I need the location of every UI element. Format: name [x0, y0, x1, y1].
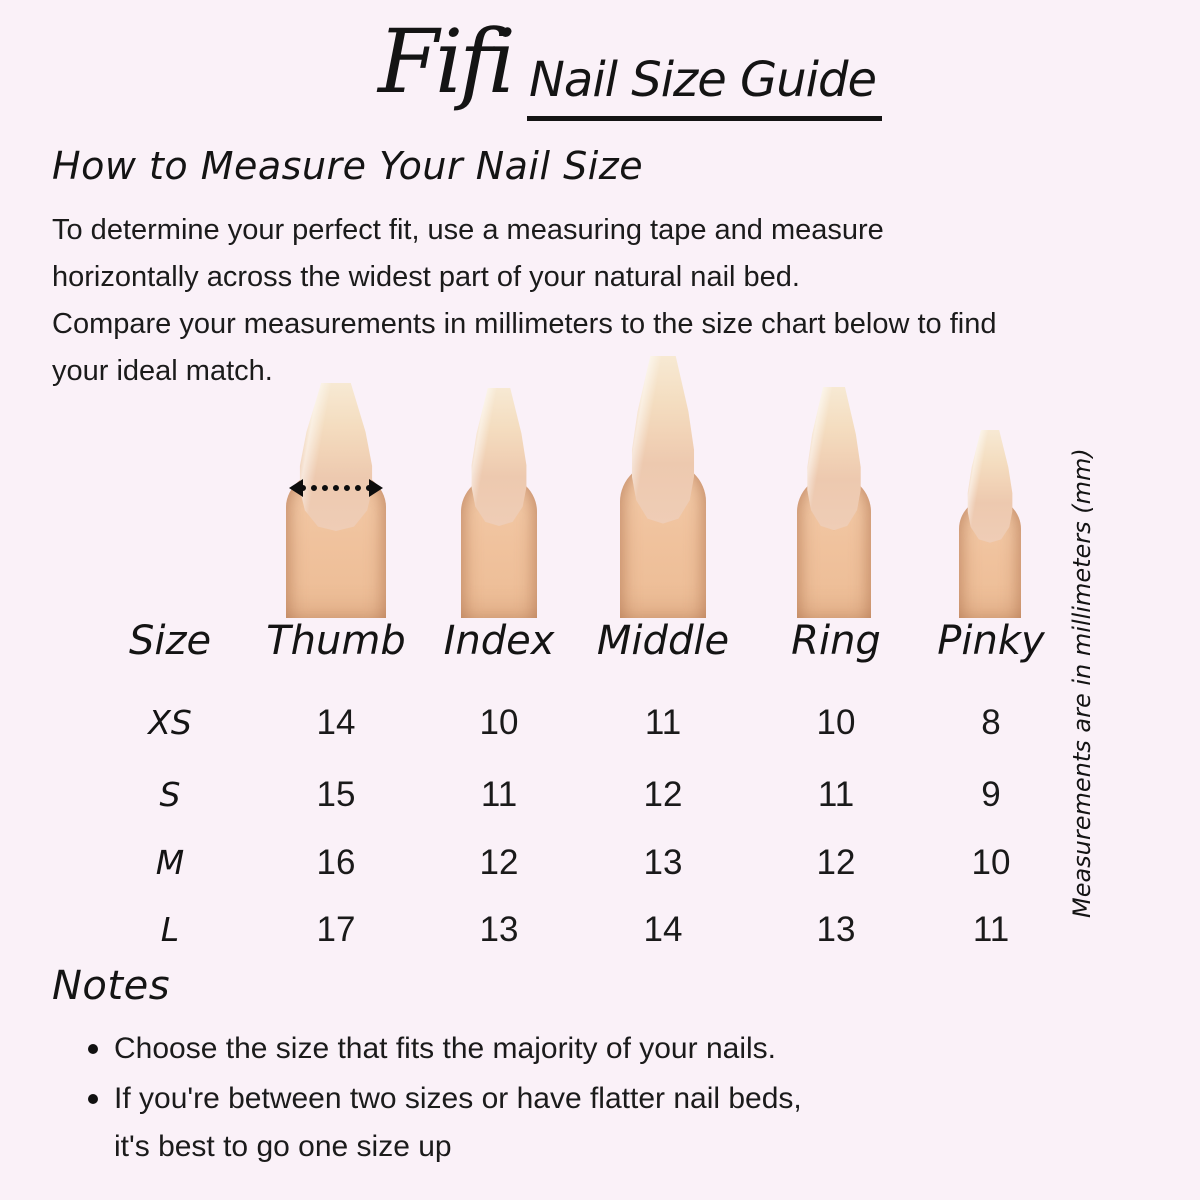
note-line: If you're between two sizes or have flat…: [114, 1082, 802, 1115]
column-header-size: Size: [128, 618, 212, 664]
howto-text: To determine your perfect fit, use a mea…: [52, 207, 1162, 395]
row-label-m: M: [155, 843, 185, 882]
finger-illustration-thumb: [286, 383, 386, 618]
width-measure-arrow-icon: [289, 479, 383, 497]
instruction-line: Compare your measurements in millimeters…: [52, 308, 997, 340]
size-value-cell: 13: [479, 910, 519, 949]
finger-illustration-index: [461, 388, 537, 618]
note-line: it's best to go one size up: [114, 1130, 452, 1163]
notes-heading: Notes: [52, 963, 171, 1009]
size-value-cell: 8: [981, 703, 1001, 742]
size-value-cell: 10: [479, 703, 519, 742]
size-value-cell: 14: [643, 910, 683, 949]
size-value-cell: 17: [316, 910, 356, 949]
size-value-cell: 11: [972, 910, 1010, 949]
instruction-line: To determine your perfect fit, use a mea…: [52, 214, 884, 246]
nail-shape: [807, 387, 861, 531]
nail-shape: [471, 388, 527, 526]
row-label-l: L: [160, 910, 180, 949]
size-value-cell: 12: [479, 843, 519, 882]
note-item: If you're between two sizes or have flat…: [52, 1075, 1032, 1171]
finger-illustration-middle: [620, 356, 706, 618]
measurement-unit-note: Measurements are in millimeters (mm): [1068, 448, 1096, 918]
size-value-cell: 11: [644, 703, 682, 742]
brand-logo: Fifi: [378, 10, 516, 113]
nail-shape: [631, 356, 695, 524]
dotted-line: [300, 485, 372, 491]
size-value-cell: 16: [316, 843, 356, 882]
instruction-line: horizontally across the widest part of y…: [52, 261, 800, 293]
arrow-left-icon: [289, 479, 303, 497]
size-value-cell: 13: [816, 910, 856, 949]
howto-heading: How to Measure Your Nail Size: [52, 144, 644, 188]
size-value-cell: 12: [643, 775, 683, 814]
nail-shape: [299, 383, 373, 532]
column-header-middle: Middle: [596, 618, 730, 664]
column-header-ring: Ring: [791, 618, 881, 664]
column-header-index: Index: [443, 618, 555, 664]
size-value-cell: 15: [316, 775, 356, 814]
finger-illustration-ring: [797, 387, 871, 618]
size-value-cell: 11: [817, 775, 855, 814]
notes-section: Notes Choose the size that fits the majo…: [52, 963, 1032, 1171]
size-value-cell: 10: [971, 843, 1011, 882]
size-value-cell: 12: [816, 843, 856, 882]
column-header-thumb: Thumb: [266, 618, 406, 664]
nail-shape: [967, 430, 1013, 543]
finger-illustration-pinky: [959, 430, 1021, 618]
note-line: Choose the size that fits the majority o…: [114, 1032, 776, 1065]
page-title: Nail Size Guide: [527, 52, 882, 121]
row-label-s: S: [159, 775, 181, 814]
arrow-right-icon: [369, 479, 383, 497]
row-label-xs: XS: [148, 703, 192, 742]
column-header-pinky: Pinky: [937, 618, 1045, 664]
notes-list: Choose the size that fits the majority o…: [52, 1025, 1032, 1171]
size-value-cell: 9: [981, 775, 1001, 814]
size-value-cell: 13: [643, 843, 683, 882]
size-value-cell: 10: [816, 703, 856, 742]
instruction-line: your ideal match.: [52, 355, 273, 387]
size-value-cell: 11: [480, 775, 518, 814]
note-item: Choose the size that fits the majority o…: [52, 1025, 1032, 1073]
size-value-cell: 14: [316, 703, 356, 742]
